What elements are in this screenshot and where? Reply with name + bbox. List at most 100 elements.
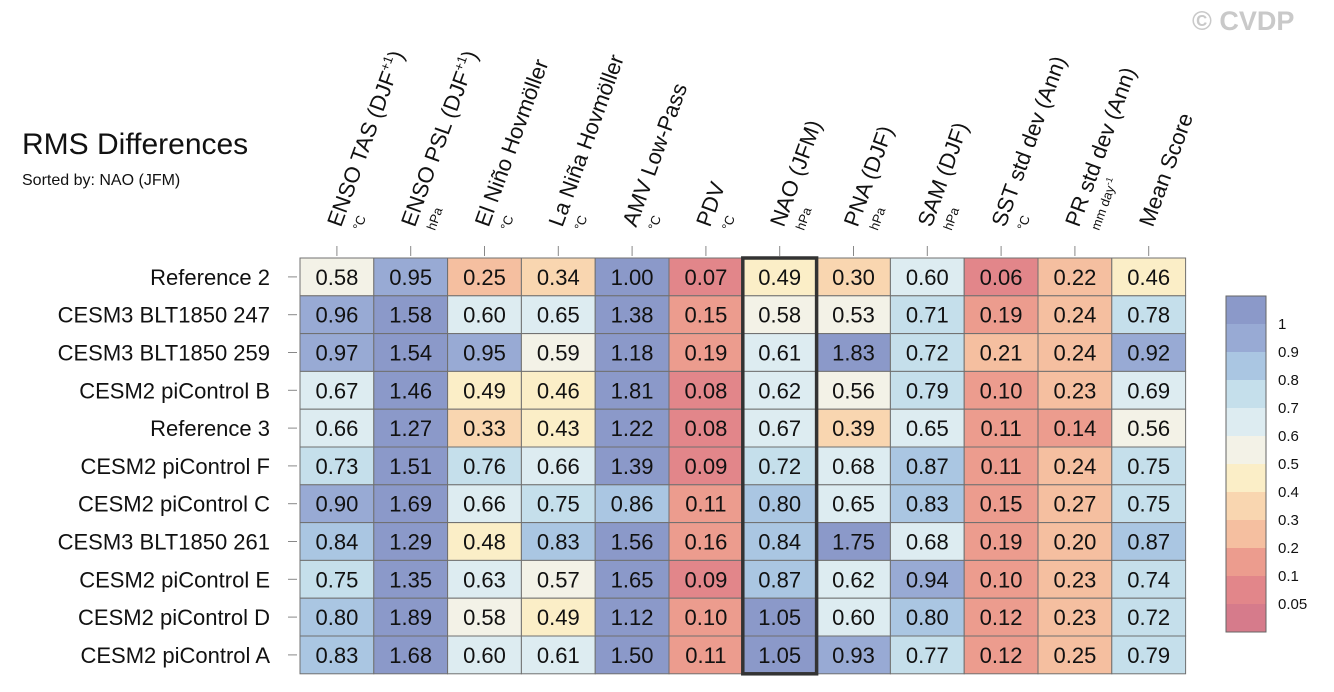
highlight-column-frame bbox=[741, 256, 819, 676]
heatmap-cell bbox=[889, 408, 965, 448]
cell-value-label: 1.81 bbox=[611, 378, 654, 403]
heatmap-cell bbox=[742, 446, 818, 486]
colorbar-bin bbox=[1226, 296, 1266, 324]
column-label: AMV Low-Pass bbox=[617, 80, 692, 230]
heatmap-cell bbox=[889, 522, 965, 561]
cell-value-label: 0.87 bbox=[1127, 530, 1170, 555]
heatmap-cell bbox=[373, 370, 449, 410]
cell-value-label: 0.67 bbox=[315, 378, 358, 403]
heatmap-cell bbox=[742, 295, 818, 335]
cell-value-label: 0.75 bbox=[315, 567, 358, 592]
colorbar-tick-label: 0.6 bbox=[1278, 428, 1299, 445]
cell-value-label: 0.84 bbox=[315, 530, 358, 555]
row-label: CESM2 piControl D bbox=[78, 605, 270, 630]
heatmap-cell bbox=[299, 408, 375, 448]
column-label: Mean Score bbox=[1134, 110, 1198, 230]
cell-value-label: 0.20 bbox=[1053, 530, 1096, 555]
cell-value-label: 1.65 bbox=[611, 567, 654, 592]
cell-value-label: 0.12 bbox=[980, 605, 1023, 630]
cell-value-label: 0.19 bbox=[684, 341, 727, 366]
heatmap-cell bbox=[594, 597, 670, 637]
cell-value-label: 1.68 bbox=[389, 643, 432, 668]
cell-value-label: 1.05 bbox=[758, 605, 801, 630]
cell-value-label: 0.79 bbox=[906, 378, 949, 403]
heatmap-cell bbox=[1111, 408, 1187, 448]
cell-value-label: 0.66 bbox=[537, 454, 580, 479]
heatmap-cell bbox=[447, 597, 522, 637]
cell-value-label: 0.33 bbox=[463, 416, 506, 441]
row-label: CESM3 BLT1850 261 bbox=[58, 530, 270, 555]
cell-value-label: 0.49 bbox=[537, 605, 580, 630]
heatmap-cell bbox=[963, 597, 1039, 637]
colorbar-bin bbox=[1226, 352, 1266, 380]
heatmap-cell bbox=[520, 295, 596, 335]
cell-value-label: 0.83 bbox=[906, 492, 949, 517]
cell-value-label: 0.06 bbox=[980, 265, 1023, 290]
heatmap-cell bbox=[594, 484, 670, 524]
colorbar-bin bbox=[1226, 380, 1266, 408]
cell-value-label: 0.68 bbox=[906, 530, 949, 555]
cell-value-label: 1.29 bbox=[389, 530, 432, 555]
heatmap-cell bbox=[1037, 522, 1113, 561]
cell-value-label: 0.46 bbox=[1127, 265, 1170, 290]
cell-value-label: 0.95 bbox=[389, 265, 432, 290]
column-label: ENSO PSL (DJF+1) bbox=[395, 47, 483, 230]
heatmap-cell bbox=[1037, 295, 1113, 335]
cell-value-label: 1.46 bbox=[389, 378, 432, 403]
heatmap-cell bbox=[1111, 295, 1187, 335]
heatmap-cell bbox=[816, 333, 891, 372]
cell-value-label: 1.27 bbox=[389, 416, 432, 441]
cell-value-label: 0.83 bbox=[537, 530, 580, 555]
heatmap-cell bbox=[1037, 446, 1113, 486]
row-label: CESM2 piControl C bbox=[78, 492, 270, 517]
cell-value-label: 0.84 bbox=[758, 530, 801, 555]
row-label: CESM3 BLT1850 247 bbox=[58, 303, 270, 328]
cell-value-label: 0.30 bbox=[832, 265, 875, 290]
heatmap-cell bbox=[668, 295, 744, 335]
cell-value-label: 1.39 bbox=[611, 454, 654, 479]
heatmap-cell bbox=[668, 333, 744, 372]
cell-value-label: 0.19 bbox=[980, 303, 1023, 328]
heatmap-cell bbox=[963, 408, 1039, 448]
cell-value-label: 0.46 bbox=[537, 378, 580, 403]
cell-value-label: 0.74 bbox=[1127, 567, 1170, 592]
cell-value-label: 0.61 bbox=[537, 643, 580, 668]
row-label: CESM2 piControl A bbox=[80, 643, 270, 668]
cell-value-label: 0.95 bbox=[463, 341, 506, 366]
cell-value-label: 0.27 bbox=[1053, 492, 1096, 517]
cell-value-label: 1.50 bbox=[611, 643, 654, 668]
cell-value-label: 0.72 bbox=[906, 341, 949, 366]
heatmap-cell bbox=[594, 559, 670, 599]
heatmap-cell bbox=[1111, 635, 1187, 675]
cell-value-label: 0.72 bbox=[1127, 605, 1170, 630]
cell-value-label: 0.43 bbox=[537, 416, 580, 441]
heatmap-cell bbox=[816, 559, 891, 599]
cell-value-label: 0.68 bbox=[832, 454, 875, 479]
cell-value-label: 0.73 bbox=[315, 454, 358, 479]
heatmap-cell bbox=[1111, 484, 1187, 524]
column-header: NAO (JFM)hPa bbox=[765, 117, 827, 232]
heatmap-cell bbox=[668, 559, 744, 599]
cell-value-label: 0.86 bbox=[611, 492, 654, 517]
heatmap-cell bbox=[299, 333, 375, 372]
heatmap-cell bbox=[520, 370, 596, 410]
column-header: Mean Score bbox=[1134, 110, 1198, 230]
column-header: PDV°C bbox=[691, 178, 738, 232]
heatmap-cell bbox=[299, 257, 375, 297]
cell-value-label: 0.72 bbox=[758, 454, 801, 479]
column-unit: °C bbox=[645, 213, 664, 232]
heatmap-cell bbox=[1037, 559, 1113, 599]
cell-value-label: 1.51 bbox=[389, 454, 432, 479]
cell-value-label: 0.60 bbox=[906, 265, 949, 290]
cell-value-label: 0.25 bbox=[1053, 643, 1096, 668]
colorbar-bin bbox=[1226, 576, 1266, 604]
heatmap-cell bbox=[1111, 333, 1187, 372]
cell-value-label: 1.83 bbox=[832, 341, 875, 366]
heatmap-cell bbox=[373, 597, 449, 637]
colorbar-tick-label: 0.05 bbox=[1278, 596, 1307, 613]
cell-value-label: 0.76 bbox=[463, 454, 506, 479]
cell-value-label: 1.54 bbox=[389, 341, 432, 366]
heatmap-cell bbox=[1037, 257, 1113, 297]
cell-value-label: 0.90 bbox=[315, 492, 358, 517]
heatmap-cell bbox=[963, 333, 1039, 372]
